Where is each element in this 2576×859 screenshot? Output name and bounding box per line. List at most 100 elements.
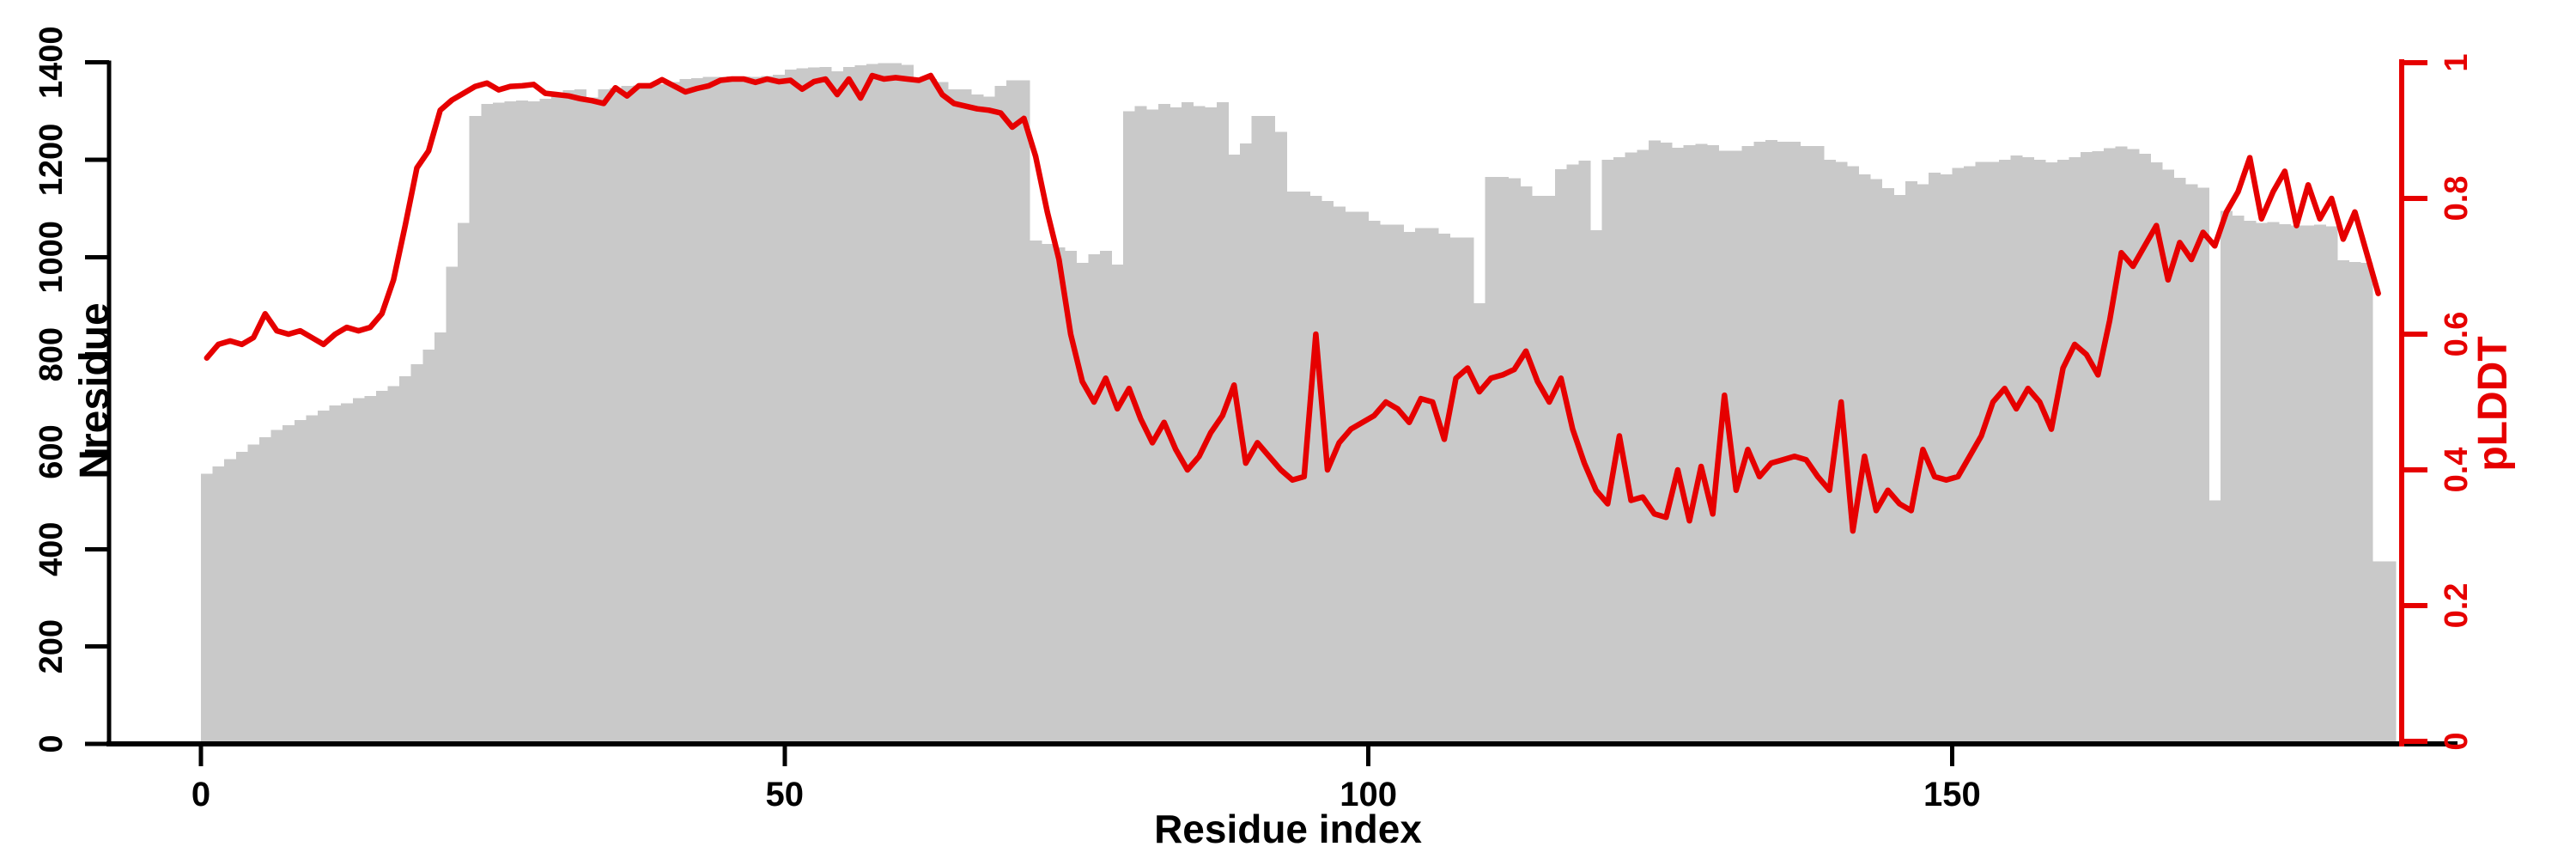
nresidue-bar bbox=[2267, 222, 2280, 744]
nresidue-bar bbox=[1473, 303, 1485, 744]
nresidue-bar bbox=[679, 78, 692, 745]
nresidue-bar bbox=[1660, 143, 1673, 744]
nresidue-bar bbox=[410, 364, 423, 744]
nresidue-bar bbox=[1683, 145, 1696, 744]
right-axis-tick-label: 0.8 bbox=[2439, 176, 2475, 222]
right-axis-tick-label: 0.6 bbox=[2439, 312, 2475, 357]
nresidue-bar bbox=[270, 430, 283, 744]
nresidue-bar bbox=[492, 102, 505, 745]
nresidue-bar bbox=[819, 66, 832, 745]
x-axis-tick-label: 0 bbox=[191, 776, 210, 813]
nresidue-bar bbox=[1426, 228, 1439, 744]
nresidue-bar bbox=[1391, 224, 1404, 744]
nresidue-bar bbox=[1789, 142, 1801, 744]
nresidue-bar bbox=[1228, 154, 1241, 745]
nresidue-bar bbox=[1741, 146, 1754, 744]
nresidue-bar bbox=[329, 405, 342, 744]
nresidue-bar bbox=[2173, 177, 2186, 745]
nresidue-bar bbox=[341, 403, 354, 744]
left-axis-tick-label: 400 bbox=[33, 522, 70, 576]
nresidue-bar bbox=[2360, 263, 2373, 744]
nresidue-bar bbox=[1718, 150, 1731, 744]
nresidue-bar bbox=[2104, 148, 2117, 744]
nresidue-bar bbox=[235, 452, 248, 744]
nresidue-bar bbox=[1309, 195, 1322, 744]
left-axis: 0 200 400 600 800 1000 1200 1400 bbox=[33, 26, 112, 753]
nresidue-bar bbox=[726, 76, 738, 744]
nresidue-bar bbox=[854, 65, 867, 745]
nresidue-bar bbox=[1706, 145, 1719, 744]
nresidue-bar bbox=[994, 85, 1007, 744]
nresidue-bar bbox=[364, 395, 377, 744]
nresidue-bar bbox=[1461, 237, 1474, 744]
nresidue-bar bbox=[1893, 194, 1906, 744]
left-axis-tick-label: 600 bbox=[33, 424, 70, 478]
left-axis-title: Nresidue bbox=[72, 302, 118, 479]
nresidue-bar bbox=[2150, 161, 2163, 745]
nresidue-bar bbox=[796, 68, 809, 744]
nresidue-bar bbox=[562, 90, 575, 744]
nresidue-bar bbox=[761, 76, 774, 744]
nresidue-bar bbox=[1543, 195, 1556, 744]
nresidue-bar bbox=[1205, 107, 1218, 744]
nresidue-bar bbox=[924, 78, 937, 745]
nresidue-bar bbox=[224, 459, 237, 744]
nresidue-bar bbox=[2080, 151, 2093, 744]
nresidue-bar bbox=[1182, 102, 1194, 744]
nresidue-bar bbox=[2162, 169, 2175, 745]
nresidue-bar bbox=[294, 420, 307, 744]
nresidue-bar bbox=[586, 97, 598, 744]
nresidue-bar bbox=[458, 222, 471, 744]
nresidue-bar bbox=[866, 64, 878, 744]
nresidue-bar bbox=[1847, 166, 1860, 744]
x-axis: 0 50 100 150 bbox=[106, 741, 2458, 813]
nresidue-bar bbox=[1823, 160, 1836, 744]
x-axis-title: Residue index bbox=[1154, 807, 1422, 851]
nresidue-bar bbox=[644, 84, 657, 744]
nresidue-bar bbox=[516, 100, 529, 744]
nresidue-bar bbox=[283, 424, 295, 744]
nresidue-bar bbox=[1485, 176, 1498, 745]
nresidue-bar bbox=[1672, 147, 1685, 745]
nresidue-bar bbox=[1274, 131, 1287, 745]
nresidue-bar bbox=[1286, 191, 1299, 745]
nresidue-bar bbox=[2196, 187, 2209, 744]
nresidue-bar bbox=[1929, 172, 1941, 744]
nresidue-bar bbox=[2208, 500, 2221, 744]
nresidue-bar bbox=[2057, 160, 2069, 744]
nresidue-bar bbox=[1555, 168, 1568, 745]
nresidue-bar bbox=[2185, 184, 2198, 745]
nresidue-bar bbox=[2372, 561, 2385, 744]
nresidue-bar bbox=[1403, 231, 1416, 744]
nresidue-bar bbox=[247, 444, 260, 744]
nresidue-bar bbox=[1041, 244, 1054, 744]
nresidue-bar bbox=[1870, 179, 1883, 744]
nresidue-bar bbox=[1601, 160, 1614, 744]
nresidue-bar bbox=[784, 70, 797, 744]
left-axis-tick-label: 1200 bbox=[33, 124, 70, 197]
nresidue-bar bbox=[831, 70, 844, 744]
left-axis-tick-label: 1000 bbox=[33, 221, 70, 294]
nresidue-bar bbox=[1240, 143, 1253, 744]
nresidue-bar bbox=[2045, 161, 2058, 745]
nresidue-bar bbox=[2232, 216, 2245, 744]
nresidue-bar bbox=[539, 99, 552, 744]
nresidue-bar bbox=[2138, 154, 2151, 745]
nresidue-bar bbox=[948, 88, 961, 745]
nresidue-bar bbox=[1333, 206, 1346, 744]
nresidue-bar bbox=[1625, 152, 1637, 744]
x-axis-tick-label: 50 bbox=[766, 776, 805, 813]
nresidue-bar bbox=[1998, 160, 2011, 744]
nresidue-bar bbox=[598, 88, 611, 745]
nresidue-bar bbox=[1099, 250, 1112, 744]
nresidue-bar bbox=[738, 76, 750, 744]
nresidue-bar bbox=[399, 376, 412, 744]
right-axis-title: pLDDT bbox=[2470, 336, 2516, 472]
nresidue-bar bbox=[422, 350, 435, 744]
left-axis-tick-label: 200 bbox=[33, 619, 70, 673]
nresidue-bar bbox=[469, 116, 482, 744]
nresidue-bar bbox=[1520, 186, 1533, 744]
nresidue-bar bbox=[1006, 80, 1019, 745]
nresidue-bar bbox=[527, 101, 540, 744]
